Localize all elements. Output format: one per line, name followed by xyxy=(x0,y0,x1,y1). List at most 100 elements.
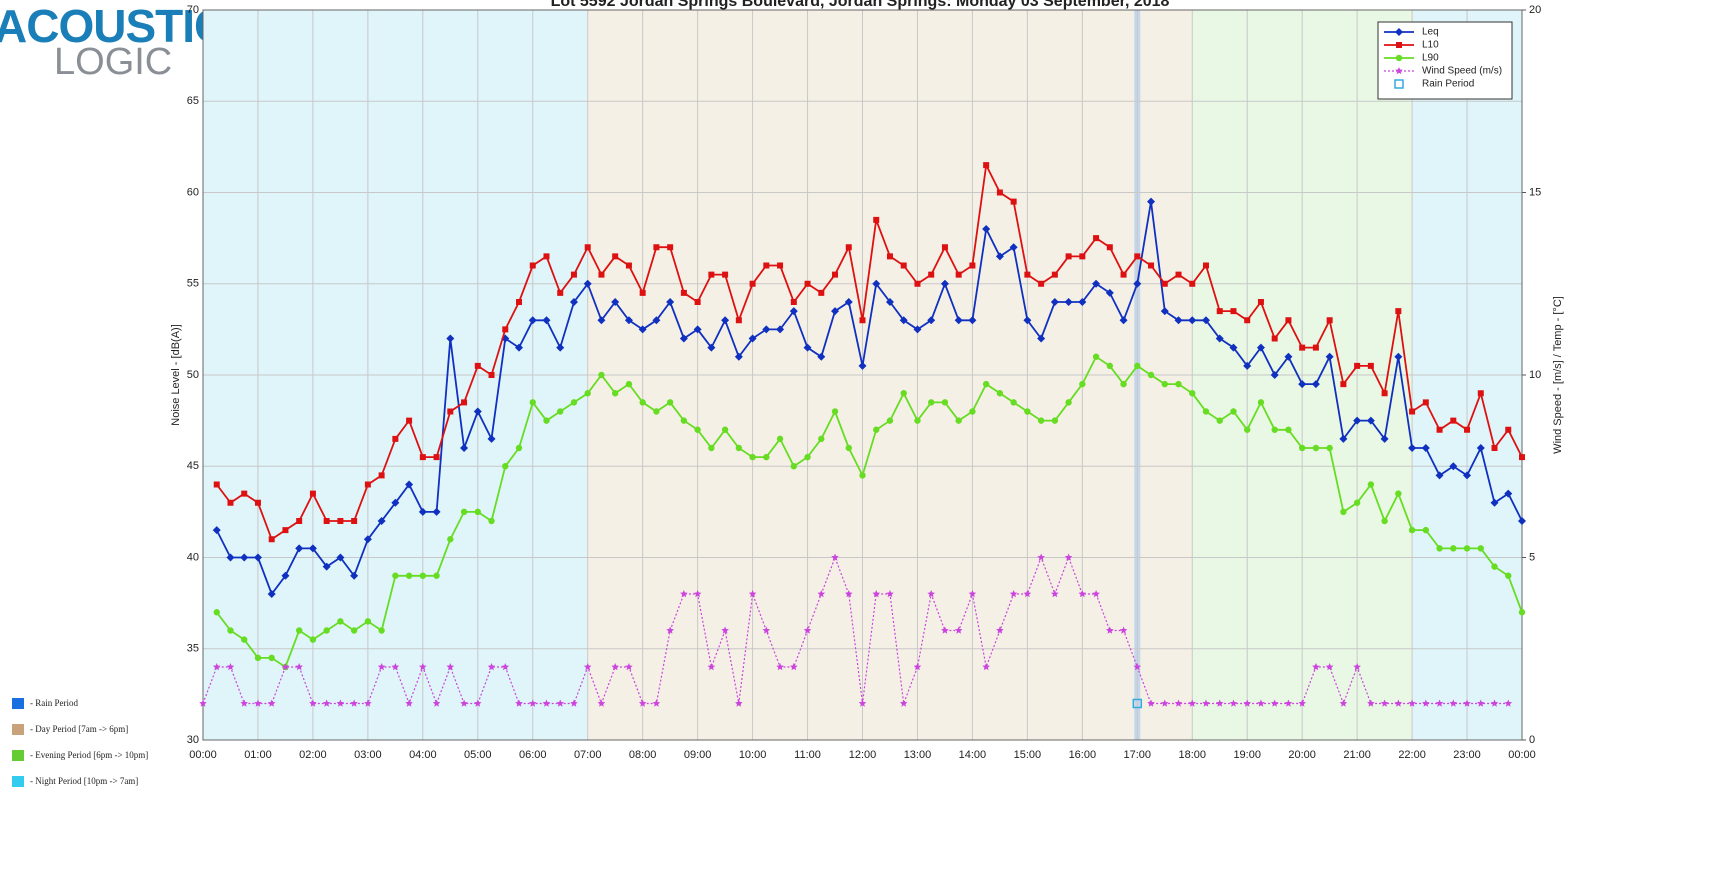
marker xyxy=(969,408,976,415)
marker xyxy=(1230,408,1237,415)
marker xyxy=(584,244,591,251)
y2-tick-label: 10 xyxy=(1529,369,1541,381)
marker xyxy=(1161,699,1169,707)
marker xyxy=(1038,280,1045,287)
marker xyxy=(1051,417,1059,424)
x-tick-label: 19:00 xyxy=(1233,749,1261,761)
marker xyxy=(1464,426,1471,433)
marker xyxy=(982,663,990,671)
marker xyxy=(721,316,730,325)
marker xyxy=(914,417,921,424)
y-tick-label: 65 xyxy=(187,95,199,107)
marker xyxy=(1079,253,1086,260)
marker xyxy=(653,408,660,415)
marker xyxy=(1257,399,1265,406)
marker xyxy=(473,407,482,416)
y-tick-label: 55 xyxy=(187,278,199,290)
marker xyxy=(612,253,619,260)
marker xyxy=(996,626,1004,634)
marker xyxy=(1132,698,1143,709)
marker xyxy=(996,390,1004,397)
marker xyxy=(941,626,949,634)
marker xyxy=(955,417,962,424)
marker xyxy=(982,380,990,388)
marker xyxy=(1353,416,1362,425)
marker xyxy=(928,271,935,278)
marker xyxy=(1119,626,1128,634)
marker xyxy=(295,663,303,671)
marker xyxy=(1396,42,1402,48)
marker xyxy=(1519,454,1525,461)
marker xyxy=(1147,197,1156,206)
marker xyxy=(1394,79,1404,89)
marker xyxy=(1408,444,1417,452)
marker xyxy=(598,271,605,278)
marker xyxy=(1422,699,1430,707)
marker xyxy=(1216,308,1223,315)
marker xyxy=(954,626,963,634)
x-tick-label: 18:00 xyxy=(1178,749,1206,761)
marker xyxy=(873,426,880,433)
marker xyxy=(1490,498,1499,507)
marker xyxy=(1133,663,1142,671)
marker xyxy=(913,663,922,671)
marker xyxy=(226,553,235,562)
marker xyxy=(776,663,784,671)
marker xyxy=(763,453,770,461)
marker xyxy=(1285,426,1292,433)
marker xyxy=(831,307,840,316)
marker xyxy=(1408,699,1416,707)
marker xyxy=(406,417,413,424)
marker xyxy=(927,316,936,325)
marker xyxy=(721,626,729,634)
period-label: - Day Period [7am -> 6pm] xyxy=(30,724,128,734)
y-axis-label: Noise Level - [dB(A)] xyxy=(170,324,182,425)
marker xyxy=(597,699,606,707)
x-tick-label: 00:00 xyxy=(1508,749,1536,761)
marker xyxy=(583,663,592,671)
marker xyxy=(392,572,399,579)
marker xyxy=(295,544,304,553)
marker xyxy=(1463,545,1471,552)
marker xyxy=(1174,699,1183,707)
marker xyxy=(501,663,510,671)
series-line xyxy=(202,555,1509,706)
marker xyxy=(611,663,619,671)
marker xyxy=(748,334,757,343)
marker xyxy=(240,699,248,707)
marker xyxy=(570,399,578,406)
marker xyxy=(913,325,922,334)
marker xyxy=(1394,352,1403,361)
marker xyxy=(461,399,468,406)
marker xyxy=(474,362,481,369)
y-tick-label: 30 xyxy=(187,734,199,746)
marker xyxy=(1106,244,1113,251)
x-tick-label: 14:00 xyxy=(959,749,987,761)
marker xyxy=(337,518,344,524)
y-tick-label: 35 xyxy=(187,643,199,655)
marker xyxy=(405,699,413,707)
marker xyxy=(1421,444,1430,452)
marker xyxy=(1422,526,1430,534)
marker xyxy=(542,699,551,707)
marker xyxy=(350,571,359,580)
period-label: - Night Period [10pm -> 7am] xyxy=(30,776,138,786)
marker xyxy=(364,618,372,625)
marker xyxy=(749,453,756,461)
marker xyxy=(418,507,427,516)
logo-bottom: LOGIC xyxy=(54,41,172,83)
marker xyxy=(762,325,771,334)
marker xyxy=(377,663,386,671)
y-tick-label: 60 xyxy=(187,186,199,198)
marker xyxy=(804,280,811,287)
marker xyxy=(831,553,839,561)
marker xyxy=(213,481,220,488)
marker xyxy=(392,435,399,442)
marker xyxy=(1325,352,1334,361)
marker xyxy=(1147,699,1155,707)
marker xyxy=(226,663,235,671)
marker xyxy=(1175,380,1182,388)
marker xyxy=(336,699,345,707)
marker xyxy=(1395,28,1403,36)
